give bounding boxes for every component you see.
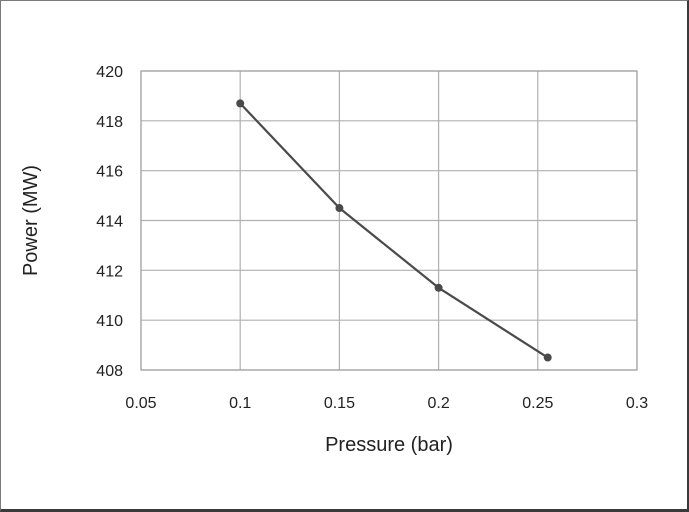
x-tick-label: 0.15 [324, 395, 355, 412]
y-tick-label: 412 [96, 263, 123, 280]
x-tick-label: 0.2 [427, 395, 449, 412]
x-tick-label: 0.3 [626, 395, 648, 412]
data-point [543, 353, 552, 362]
x-tick-label: 0.1 [229, 395, 251, 412]
x-axis-title: Pressure (bar) [325, 434, 453, 456]
y-tick-label: 416 [96, 164, 123, 181]
x-tick-label: 0.05 [125, 395, 156, 412]
y-tick-label: 420 [96, 64, 123, 81]
series-line [239, 102, 549, 359]
x-tick-labels: 0.05 0.1 0.15 0.2 0.25 0.3 [125, 395, 648, 412]
y-tick-label: 414 [96, 214, 123, 231]
data-point [335, 204, 344, 213]
plot-area-border [140, 70, 638, 371]
y-tick-label: 408 [96, 363, 123, 380]
data-point [434, 283, 443, 292]
data-point [236, 99, 245, 108]
y-axis-title: Power (MW) [20, 165, 42, 276]
y-tick-labels: 408 410 412 414 416 418 420 [96, 64, 123, 380]
x-tick-label: 0.25 [522, 395, 553, 412]
series-group [236, 99, 552, 362]
y-tick-label: 410 [96, 313, 123, 330]
y-tick-label: 418 [96, 114, 123, 131]
